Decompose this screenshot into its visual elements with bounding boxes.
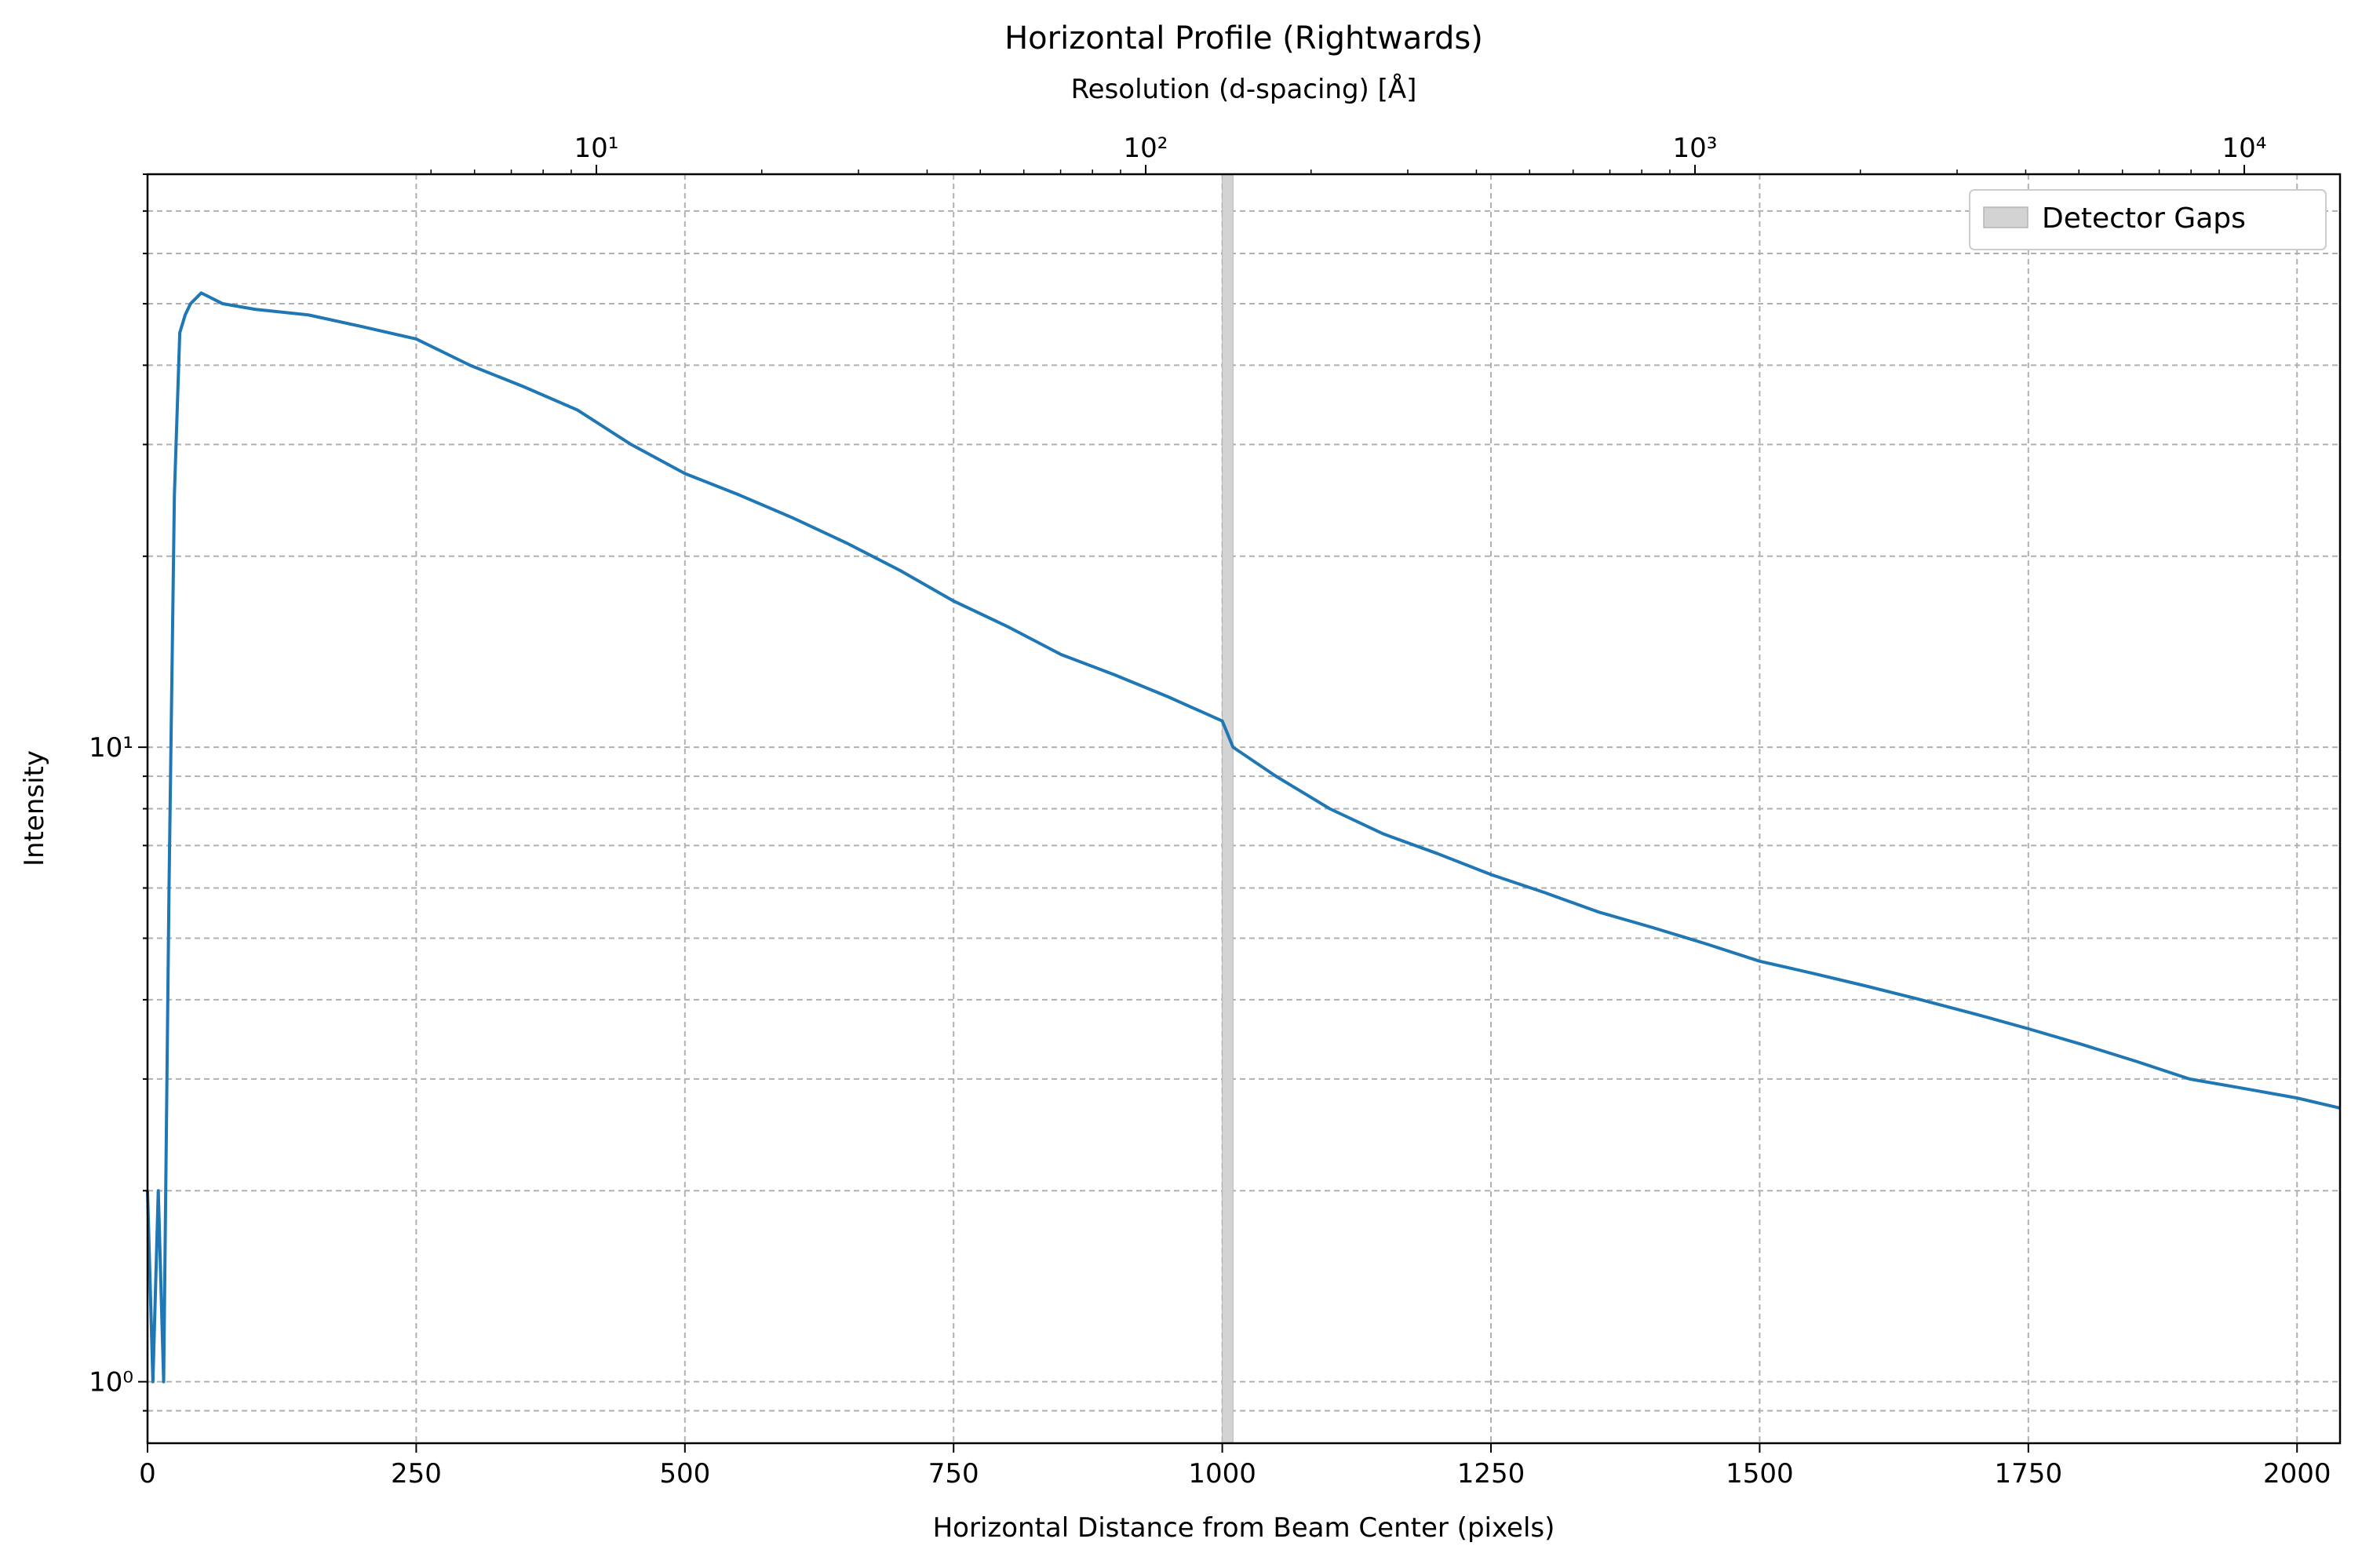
- ticks: 0 250 500 750 1000 1250 1500 1750 2000 10⁰ 10¹ 10¹ 1…: [89, 133, 2331, 1490]
- y-axis-label: Intensity: [19, 750, 50, 866]
- x-tick-label: 1000: [1188, 1458, 1256, 1490]
- top-tick-label: 10⁴: [2222, 133, 2267, 164]
- gap-band: [1222, 173, 1234, 1444]
- x-tick-label: 750: [928, 1458, 979, 1490]
- x-tick-label: 500: [659, 1458, 710, 1490]
- plot-frame: [146, 173, 2342, 1445]
- top-tick-label: 10³: [1673, 133, 1718, 164]
- legend-swatch-detector-gaps: [1983, 206, 2028, 228]
- chart-title: Horizontal Profile (Rightwards): [1004, 20, 1483, 57]
- top-x-axis-label: Resolution (d-spacing) [Å]: [1071, 73, 1417, 105]
- series-line: [146, 291, 2341, 1384]
- x-tick-label: 1250: [1457, 1458, 1525, 1490]
- y-tick-label: 10⁰: [89, 1367, 133, 1398]
- top-tick-label: 10²: [1124, 133, 1168, 164]
- x-tick-label: 1750: [1995, 1458, 2063, 1490]
- y-tick-label: 10¹: [89, 732, 133, 764]
- x-tick-label: 250: [391, 1458, 442, 1490]
- plot-series: [146, 291, 2341, 1384]
- x-tick-label: 2000: [2263, 1458, 2331, 1490]
- grid: [148, 173, 2340, 1443]
- detector-gap-band: [1222, 173, 1234, 1444]
- x-axis-label: Horizontal Distance from Beam Center (pi…: [933, 1512, 1555, 1544]
- legend-box: [1969, 189, 2327, 250]
- legend: Detector Gaps: [1969, 189, 2327, 250]
- top-tick-label: 10¹: [574, 133, 619, 164]
- x-tick-label: 0: [139, 1458, 156, 1490]
- legend-label-detector-gaps: Detector Gaps: [2042, 202, 2246, 235]
- x-tick-label: 1500: [1726, 1458, 1794, 1490]
